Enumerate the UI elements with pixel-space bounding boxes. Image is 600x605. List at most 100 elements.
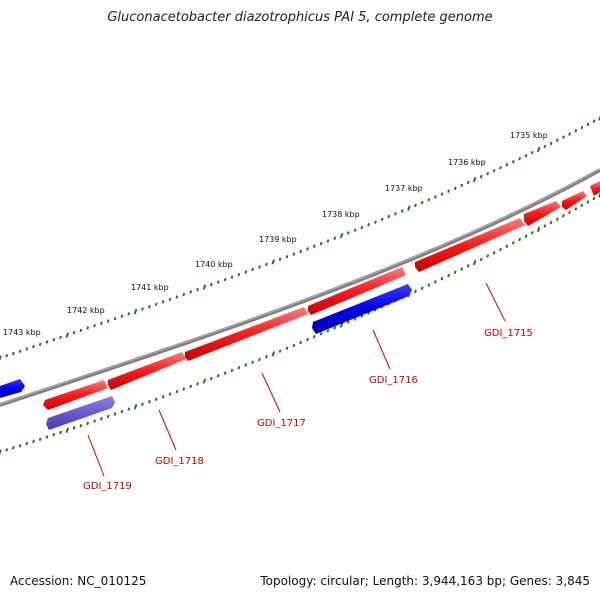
outer-tick-mark bbox=[86, 326, 90, 330]
outer-tick-mark bbox=[182, 292, 186, 297]
outer-tick-mark bbox=[387, 214, 391, 219]
inner-tick-mark bbox=[59, 430, 62, 435]
inner-tick-mark bbox=[38, 437, 42, 441]
inner-tick-mark bbox=[299, 340, 303, 345]
gene-arrow-forward[interactable] bbox=[562, 191, 587, 210]
inner-tick-mark bbox=[460, 267, 464, 271]
outer-tick-mark bbox=[568, 132, 572, 136]
outer-tick-mark bbox=[433, 195, 437, 199]
inner-tick-mark bbox=[586, 200, 590, 204]
inner-tick-mark bbox=[264, 354, 268, 359]
outer-tick-mark bbox=[505, 162, 509, 167]
outer-tick-mark bbox=[420, 200, 424, 205]
outer-tick-mark bbox=[326, 239, 330, 243]
inner-tick-mark bbox=[45, 435, 49, 439]
inner-tick-mark bbox=[486, 254, 490, 258]
inner-tick-mark bbox=[346, 320, 350, 324]
gene-arrow-gdi-1719[interactable] bbox=[46, 396, 115, 430]
outer-tick-mark bbox=[147, 304, 151, 309]
outer-tick-mark bbox=[447, 189, 451, 193]
outer-tick-mark bbox=[592, 119, 596, 123]
gene-label-gdi-1719[interactable]: GDI_1719 bbox=[83, 481, 132, 492]
inner-tick-mark bbox=[79, 423, 83, 428]
outer-tick-mark bbox=[72, 330, 76, 335]
outer-tick-mark bbox=[52, 337, 56, 342]
outer-tick-mark bbox=[120, 314, 124, 318]
outer-tick-mark bbox=[312, 244, 316, 248]
inner-tick-mark bbox=[168, 392, 172, 396]
inner-tick-mark bbox=[466, 264, 470, 268]
gene-arrow-forward[interactable] bbox=[308, 267, 406, 315]
kbp-label-1742: 1742 kbp bbox=[67, 306, 105, 315]
inner-tick-mark bbox=[492, 251, 496, 255]
outer-tick-mark bbox=[106, 319, 110, 323]
gene-arrow-gdi-1718[interactable] bbox=[108, 352, 186, 390]
kbp-label-1741: 1741 kbp bbox=[131, 283, 169, 292]
outer-tick-mark bbox=[472, 176, 477, 183]
outer-tick-mark bbox=[264, 262, 268, 267]
gene-arrow-gdi-1716[interactable] bbox=[312, 284, 412, 334]
gene-label-gdi-1717[interactable]: GDI_1717 bbox=[257, 418, 306, 429]
outer-tick-mark bbox=[373, 220, 377, 224]
inner-tick-mark bbox=[106, 414, 110, 419]
gene-label-gdi-1716[interactable]: GDI_1716 bbox=[369, 375, 418, 386]
outer-tick-mark bbox=[216, 280, 220, 284]
inner-tick-mark bbox=[223, 371, 227, 375]
inner-tick-mark bbox=[319, 332, 323, 336]
label-leader-gdi-1718 bbox=[158, 409, 177, 451]
inner-tick-mark bbox=[93, 419, 97, 423]
inner-tick-mark bbox=[306, 337, 309, 342]
outer-tick-mark bbox=[65, 332, 70, 338]
outer-tick-mark bbox=[244, 270, 248, 274]
inner-tick-mark bbox=[154, 397, 158, 401]
inner-tick-mark bbox=[555, 217, 559, 221]
kbp-labels: 1735 kbp 1736 kbp 1737 kbp 1738 kbp 1739… bbox=[3, 131, 548, 337]
genome-summary-text: Topology: circular; Length: 3,944,163 bp… bbox=[260, 574, 590, 588]
outer-tick-mark bbox=[154, 302, 158, 306]
outer-tick-mark bbox=[5, 353, 9, 358]
outer-tick-mark bbox=[414, 203, 417, 208]
inner-tick-mark bbox=[530, 231, 534, 235]
gene-arrow-reverse[interactable] bbox=[0, 379, 25, 398]
outer-tick-mark bbox=[598, 115, 600, 121]
outer-tick-mark bbox=[209, 282, 213, 287]
outer-tick-mark bbox=[524, 153, 528, 158]
inner-tick-mark bbox=[333, 326, 337, 330]
gene-label-gdi-1715[interactable]: GDI_1715 bbox=[484, 328, 533, 339]
inner-tick-mark bbox=[113, 412, 117, 416]
gene-arrow-forward[interactable] bbox=[590, 181, 600, 196]
inner-tick-mark bbox=[580, 203, 584, 208]
inner-tick-mark bbox=[18, 443, 22, 448]
inner-tick-mark bbox=[237, 365, 241, 370]
inner-tick-mark bbox=[440, 276, 444, 281]
inner-tick-mark bbox=[99, 416, 103, 421]
inner-tick-mark bbox=[251, 360, 255, 364]
gene-arrow-gdi-1717[interactable] bbox=[185, 307, 308, 361]
outer-tick-mark bbox=[258, 265, 261, 269]
inner-tick-mark bbox=[524, 234, 528, 238]
gene-arrow-forward[interactable] bbox=[43, 380, 108, 410]
kbp-label-1739: 1739 kbp bbox=[259, 235, 297, 244]
inner-tick-mark bbox=[147, 399, 151, 404]
inner-tick-mark bbox=[216, 374, 220, 378]
outer-tick-mark bbox=[161, 300, 165, 304]
inner-tick-mark bbox=[65, 427, 70, 433]
outer-tick-mark bbox=[400, 209, 404, 213]
outer-tick-mark bbox=[518, 156, 522, 161]
inner-tick-mark bbox=[0, 449, 2, 455]
label-leader-gdi-1717 bbox=[261, 372, 281, 413]
genome-backbone-highlight bbox=[0, 168, 600, 405]
outer-tick-mark bbox=[530, 150, 534, 155]
gene-arrow-forward[interactable] bbox=[524, 201, 561, 226]
inner-tick-mark bbox=[278, 349, 282, 353]
inner-tick-mark bbox=[312, 334, 316, 339]
outer-tick-mark bbox=[367, 223, 371, 227]
inner-tick-mark bbox=[258, 357, 261, 362]
gene-label-gdi-1718[interactable]: GDI_1718 bbox=[155, 456, 204, 467]
inner-tick-mark bbox=[453, 270, 457, 275]
outer-tick-mark bbox=[453, 186, 457, 191]
gene-arrow-gdi-1715[interactable] bbox=[415, 218, 525, 272]
inner-tick-mark bbox=[420, 286, 424, 291]
inner-tick-mark bbox=[182, 387, 186, 391]
